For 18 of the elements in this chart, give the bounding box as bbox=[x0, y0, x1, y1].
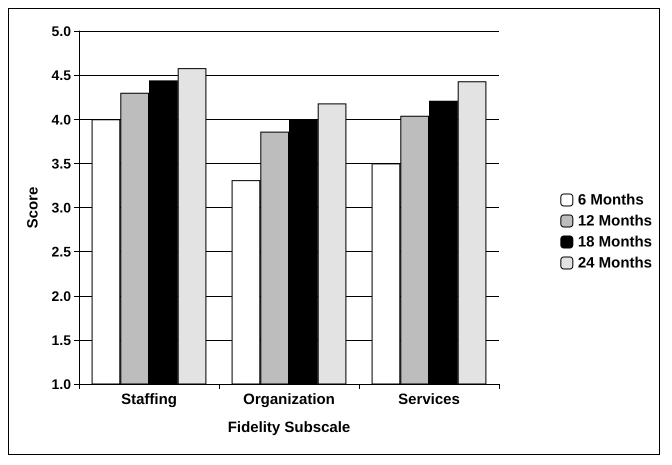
x-tick-label: Staffing bbox=[121, 391, 177, 408]
y-tick-label: 3.5 bbox=[52, 155, 72, 172]
y-tick-label: 1.0 bbox=[52, 376, 72, 392]
x-tick-label: Organization bbox=[243, 391, 335, 408]
y-tick-label: 2.0 bbox=[52, 288, 72, 304]
legend-label: 6 Months bbox=[578, 192, 644, 208]
y-tick-label: 3.0 bbox=[52, 200, 72, 216]
x-axis-title: Fidelity Subscale bbox=[228, 419, 350, 436]
y-tick-label: 1.5 bbox=[52, 332, 72, 348]
legend-label: 18 Months bbox=[578, 234, 652, 250]
y-tick-label: 4.0 bbox=[52, 111, 72, 128]
legend-label: 12 Months bbox=[578, 212, 652, 230]
y-tick-label: 2.5 bbox=[52, 244, 72, 260]
y-tick-label: 4.5 bbox=[52, 67, 72, 84]
x-tick-label: Services bbox=[398, 391, 460, 408]
y-axis-title: Score bbox=[24, 186, 42, 228]
legend-label: 24 Months bbox=[578, 254, 652, 272]
y-tick-label: 5.0 bbox=[52, 23, 72, 39]
